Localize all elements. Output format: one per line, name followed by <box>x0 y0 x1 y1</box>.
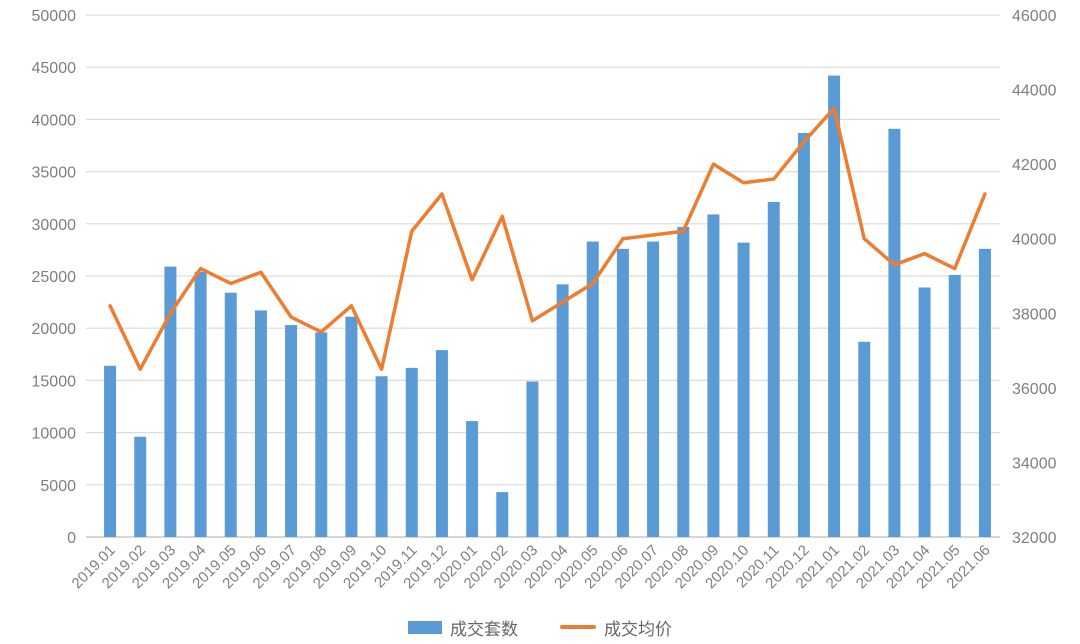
y-axis-left-labels: 0 5000 10000 15000 20000 25000 30000 35000 40000… <box>32 8 77 547</box>
y-left-tick-label: 30000 <box>32 217 77 234</box>
bar-2020.06[interactable] <box>616 248 629 537</box>
bar-2021.05[interactable] <box>948 274 961 537</box>
y-right-tick-label: 32000 <box>1012 530 1057 547</box>
y-right-tick-label: 40000 <box>1012 232 1057 249</box>
y-left-tick-label: 20000 <box>32 321 77 338</box>
bar-2020.03[interactable] <box>526 381 539 537</box>
legend: 成交套数 成交均价 <box>0 614 1080 640</box>
bar-2019.08[interactable] <box>315 332 328 537</box>
bar-2020.11[interactable] <box>767 201 780 537</box>
y-left-tick-label: 45000 <box>32 60 77 77</box>
bar-2019.03[interactable] <box>164 266 177 537</box>
y-right-tick-label: 42000 <box>1012 157 1057 174</box>
bar-2020.09[interactable] <box>707 214 720 538</box>
bar-2019.01[interactable] <box>104 365 117 537</box>
y-right-tick-label: 34000 <box>1012 455 1057 472</box>
bar-2020.05[interactable] <box>586 241 599 537</box>
legend-item-line[interactable]: 成交均价 <box>560 615 672 640</box>
y-left-tick-label: 10000 <box>32 426 77 443</box>
bar-2019.11[interactable] <box>405 367 418 537</box>
y-left-tick-label: 25000 <box>32 269 77 286</box>
bar-2020.04[interactable] <box>556 284 569 537</box>
chart-canvas: 0 5000 10000 15000 20000 25000 30000 35000 40000… <box>32 8 1057 592</box>
bar-2019.09[interactable] <box>345 316 358 537</box>
y-right-tick-label: 44000 <box>1012 83 1057 100</box>
y-left-tick-label: 5000 <box>40 478 76 495</box>
bar-2019.05[interactable] <box>224 292 237 537</box>
line-series-label: 成交均价 <box>604 619 672 639</box>
legend-item-bars[interactable]: 成交套数 <box>408 615 518 640</box>
price-line[interactable] <box>108 106 987 371</box>
price-line-series <box>108 106 987 371</box>
y-right-tick-label: 36000 <box>1012 381 1057 398</box>
bar-series-label: 成交套数 <box>450 619 518 639</box>
bar-2020.02[interactable] <box>496 492 509 537</box>
gridlines <box>86 14 1000 538</box>
bar-2019.02[interactable] <box>134 436 147 537</box>
bar-2021.03[interactable] <box>888 128 901 537</box>
x-axis-labels: 2019.012019.022019.032019.042019.052019.… <box>69 542 994 592</box>
bar-2019.04[interactable] <box>194 271 207 537</box>
y-left-tick-label: 50000 <box>32 8 77 25</box>
bar-2021.04[interactable] <box>918 287 931 537</box>
bar-2020.10[interactable] <box>737 242 750 538</box>
bar-2020.07[interactable] <box>647 241 660 537</box>
bar-2019.06[interactable] <box>254 310 267 537</box>
bars-series <box>104 75 991 538</box>
bar-2019.07[interactable] <box>285 325 298 537</box>
y-right-tick-label: 46000 <box>1012 8 1057 25</box>
y-left-tick-label: 40000 <box>32 112 77 129</box>
bar-2021.06[interactable] <box>978 248 991 537</box>
line-series-swatch <box>560 625 596 629</box>
bar-2020.01[interactable] <box>466 421 479 537</box>
bar-2019.12[interactable] <box>435 350 448 537</box>
y-left-tick-label: 35000 <box>32 165 77 182</box>
bar-2021.02[interactable] <box>858 341 871 537</box>
y-axis-right-labels: 32000 34000 36000 38000 40000 42000 44000 46000 <box>1012 8 1057 547</box>
bar-2020.08[interactable] <box>677 226 690 537</box>
y-left-tick-label: 0 <box>67 530 76 547</box>
bar-2019.10[interactable] <box>375 376 388 537</box>
bar-series-swatch <box>408 620 442 634</box>
y-left-tick-label: 15000 <box>32 373 77 390</box>
bar-2020.12[interactable] <box>797 132 810 538</box>
bar-2021.01[interactable] <box>828 75 841 537</box>
y-right-tick-label: 38000 <box>1012 306 1057 323</box>
